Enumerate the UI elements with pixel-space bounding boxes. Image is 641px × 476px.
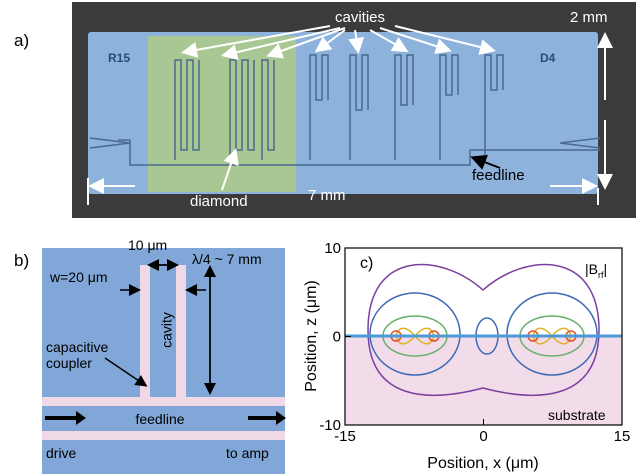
y-axis-title: Position, z (μm) <box>303 280 320 391</box>
field-label: |Brf| <box>585 261 607 280</box>
dimension-label: 10 μm <box>128 237 167 253</box>
dimension-label: w=20 μm <box>49 269 107 285</box>
field-label-main: |B <box>585 261 598 277</box>
dimension-label: 7 mm <box>308 187 346 204</box>
cavities-label: cavities <box>335 9 385 26</box>
x-tick-label: 0 <box>479 428 487 445</box>
coupler-label: coupler <box>46 355 92 371</box>
port-label: to amp <box>226 445 269 461</box>
cavity-label: cavity <box>159 312 175 348</box>
panel-label: a) <box>14 31 29 50</box>
feedline-label: feedline <box>472 167 525 184</box>
coupler-label: capacitive <box>46 339 108 355</box>
figure: a) R15 D4 cavities 2 mm feedline diamond… <box>0 0 641 476</box>
port-label: drive <box>46 445 77 461</box>
diamond-label: diamond <box>190 193 248 210</box>
field-label-end: | <box>603 261 607 277</box>
y-tick-label: 0 <box>333 329 341 346</box>
y-tick-label: 10 <box>324 240 341 257</box>
chip-label: R15 <box>108 51 130 65</box>
dimension-label: λ/4 ~ 7 mm <box>192 251 262 267</box>
y-tick-label: -10 <box>319 417 341 434</box>
panel-label: b) <box>14 251 29 270</box>
x-tick-label: 15 <box>614 428 631 445</box>
x-axis-title: Position, x (μm) <box>427 455 538 472</box>
chip-label: D4 <box>540 51 556 65</box>
substrate-label: substrate <box>548 407 606 423</box>
panel-label: c) <box>360 255 373 272</box>
feedline-label: feedline <box>135 411 184 427</box>
dimension-label: 2 mm <box>570 9 608 26</box>
